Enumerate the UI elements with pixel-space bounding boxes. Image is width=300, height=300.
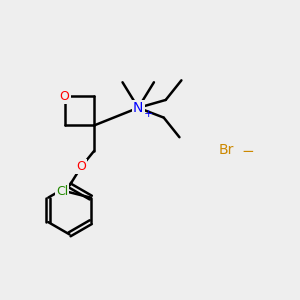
Text: −: −: [242, 145, 254, 160]
Text: N: N: [133, 101, 143, 115]
Text: +: +: [143, 109, 153, 119]
Text: Cl: Cl: [56, 185, 68, 198]
Text: O: O: [76, 160, 86, 173]
Text: Br: Br: [219, 143, 234, 157]
Text: O: O: [60, 89, 70, 103]
